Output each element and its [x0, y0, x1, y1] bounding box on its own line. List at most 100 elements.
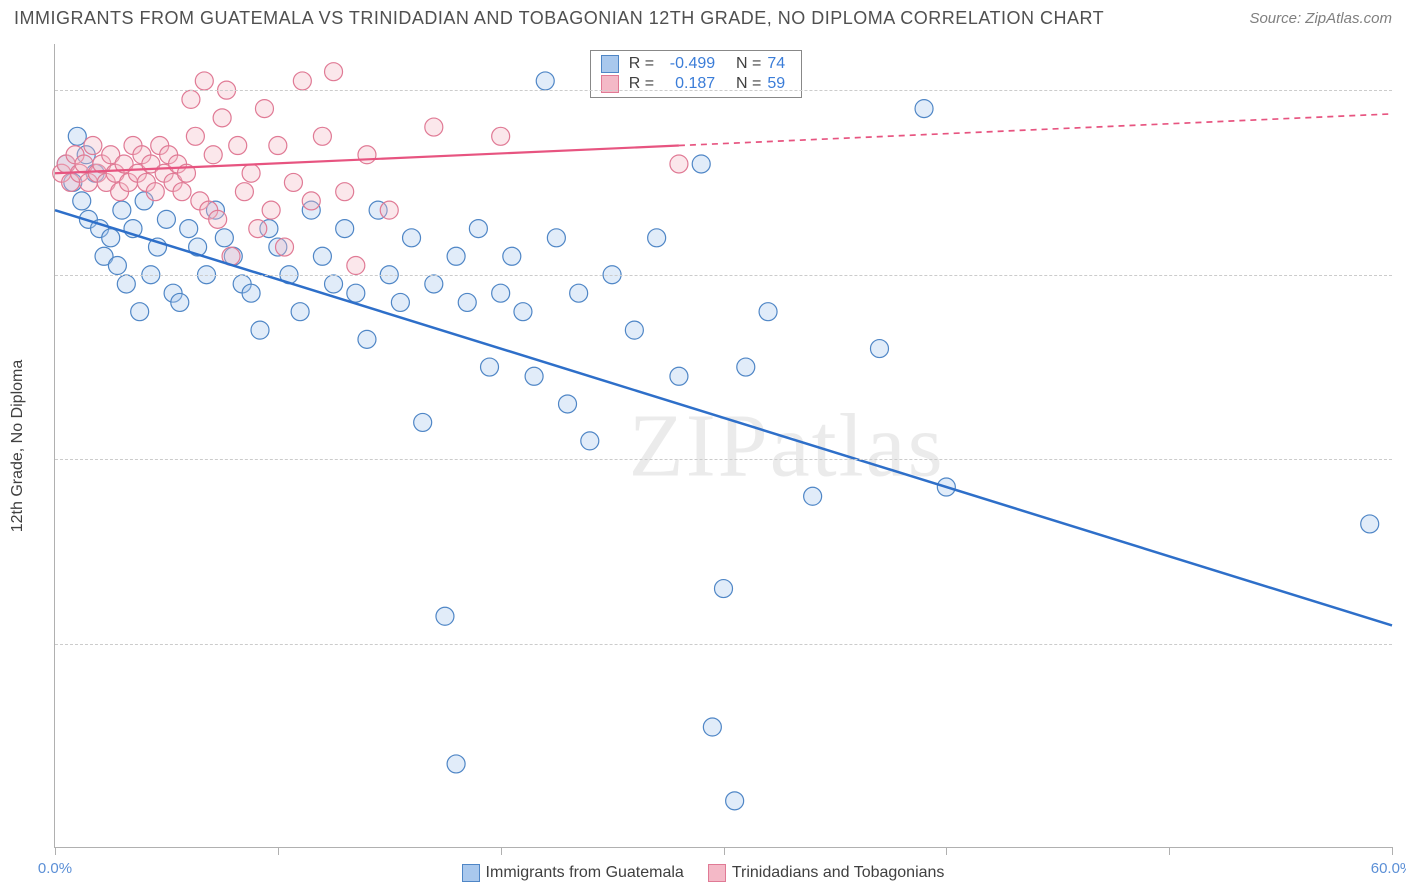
- scatter-point: [726, 792, 744, 810]
- scatter-point: [759, 303, 777, 321]
- x-tick: [278, 847, 279, 855]
- scatter-point: [251, 321, 269, 339]
- chart-source: Source: ZipAtlas.com: [1249, 10, 1392, 27]
- scatter-point: [492, 284, 510, 302]
- scatter-point: [414, 413, 432, 431]
- scatter-point: [703, 718, 721, 736]
- scatter-point: [284, 173, 302, 191]
- scatter-point: [692, 155, 710, 173]
- scatter-point: [425, 275, 443, 293]
- scatter-point: [559, 395, 577, 413]
- scatter-point: [403, 229, 421, 247]
- scatter-point: [108, 257, 126, 275]
- scatter-point: [336, 220, 354, 238]
- scatter-point: [171, 293, 189, 311]
- scatter-point: [276, 238, 294, 256]
- scatter-point: [242, 164, 260, 182]
- scatter-point: [186, 127, 204, 145]
- scatter-point: [180, 220, 198, 238]
- x-tick: [946, 847, 947, 855]
- gridline-horizontal: [55, 90, 1392, 91]
- scatter-point: [380, 201, 398, 219]
- x-tick: [1392, 847, 1393, 855]
- legend-item: Trinidadians and Tobagonians: [708, 864, 945, 882]
- scatter-point: [458, 293, 476, 311]
- legend-label: Trinidadians and Tobagonians: [732, 864, 945, 882]
- trend-line: [55, 210, 1392, 625]
- scatter-point: [347, 257, 365, 275]
- scatter-point: [804, 487, 822, 505]
- scatter-point: [173, 183, 191, 201]
- y-tick-label: 80.0%: [1402, 266, 1406, 283]
- gridline-horizontal: [55, 459, 1392, 460]
- stats-r-value: -0.499: [660, 55, 715, 73]
- scatter-point: [157, 210, 175, 228]
- scatter-point: [737, 358, 755, 376]
- scatter-point: [670, 155, 688, 173]
- scatter-point: [514, 303, 532, 321]
- scatter-point: [249, 220, 267, 238]
- scatter-point: [302, 192, 320, 210]
- scatter-point: [447, 247, 465, 265]
- scatter-point: [146, 183, 164, 201]
- legend-item: Immigrants from Guatemala: [462, 864, 684, 882]
- scatter-point: [670, 367, 688, 385]
- scatter-point: [213, 109, 231, 127]
- legend-swatch: [462, 864, 480, 882]
- scatter-point: [469, 220, 487, 238]
- scatter-point: [73, 192, 91, 210]
- legend-label: Immigrants from Guatemala: [486, 864, 684, 882]
- stats-swatch: [601, 55, 619, 73]
- x-tick: [501, 847, 502, 855]
- scatter-point: [536, 72, 554, 90]
- scatter-point: [313, 127, 331, 145]
- gridline-horizontal: [55, 275, 1392, 276]
- y-tick-label: 40.0%: [1402, 635, 1406, 652]
- legend-bottom: Immigrants from Guatemala Trinidadians an…: [0, 864, 1406, 882]
- scatter-point: [195, 72, 213, 90]
- scatter-point: [648, 229, 666, 247]
- x-tick: [1169, 847, 1170, 855]
- scatter-point: [269, 137, 287, 155]
- scatter-point: [235, 183, 253, 201]
- scatter-point: [262, 201, 280, 219]
- scatter-point: [229, 137, 247, 155]
- scatter-point: [293, 72, 311, 90]
- scatter-point: [358, 330, 376, 348]
- scatter-point: [291, 303, 309, 321]
- stats-n-value: 74: [767, 55, 785, 73]
- scatter-point: [215, 229, 233, 247]
- stats-n-label: N =: [736, 55, 761, 73]
- scatter-point: [425, 118, 443, 136]
- scatter-point: [182, 90, 200, 108]
- scatter-point: [255, 100, 273, 118]
- x-tick: [55, 847, 56, 855]
- scatter-point: [113, 201, 131, 219]
- scatter-point: [358, 146, 376, 164]
- scatter-point: [325, 63, 343, 81]
- scatter-plot-svg: [55, 44, 1392, 847]
- scatter-point: [313, 247, 331, 265]
- scatter-point: [915, 100, 933, 118]
- stats-r-label: R =: [629, 55, 654, 73]
- scatter-point: [84, 137, 102, 155]
- scatter-point: [336, 183, 354, 201]
- scatter-point: [625, 321, 643, 339]
- gridline-horizontal: [55, 644, 1392, 645]
- chart-title: IMMIGRANTS FROM GUATEMALA VS TRINIDADIAN…: [14, 8, 1104, 29]
- legend-swatch: [708, 864, 726, 882]
- scatter-point: [391, 293, 409, 311]
- chart-plot-area: ZIPatlas R =-0.499 N =74R =0.187 N =59 4…: [54, 44, 1392, 848]
- scatter-point: [715, 580, 733, 598]
- scatter-point: [492, 127, 510, 145]
- scatter-point: [117, 275, 135, 293]
- x-tick: [724, 847, 725, 855]
- scatter-point: [347, 284, 365, 302]
- scatter-point: [481, 358, 499, 376]
- scatter-point: [436, 607, 454, 625]
- scatter-point: [503, 247, 521, 265]
- scatter-point: [1361, 515, 1379, 533]
- y-axis-label: 12th Grade, No Diploma: [9, 360, 27, 533]
- y-tick-label: 60.0%: [1402, 451, 1406, 468]
- scatter-point: [68, 127, 86, 145]
